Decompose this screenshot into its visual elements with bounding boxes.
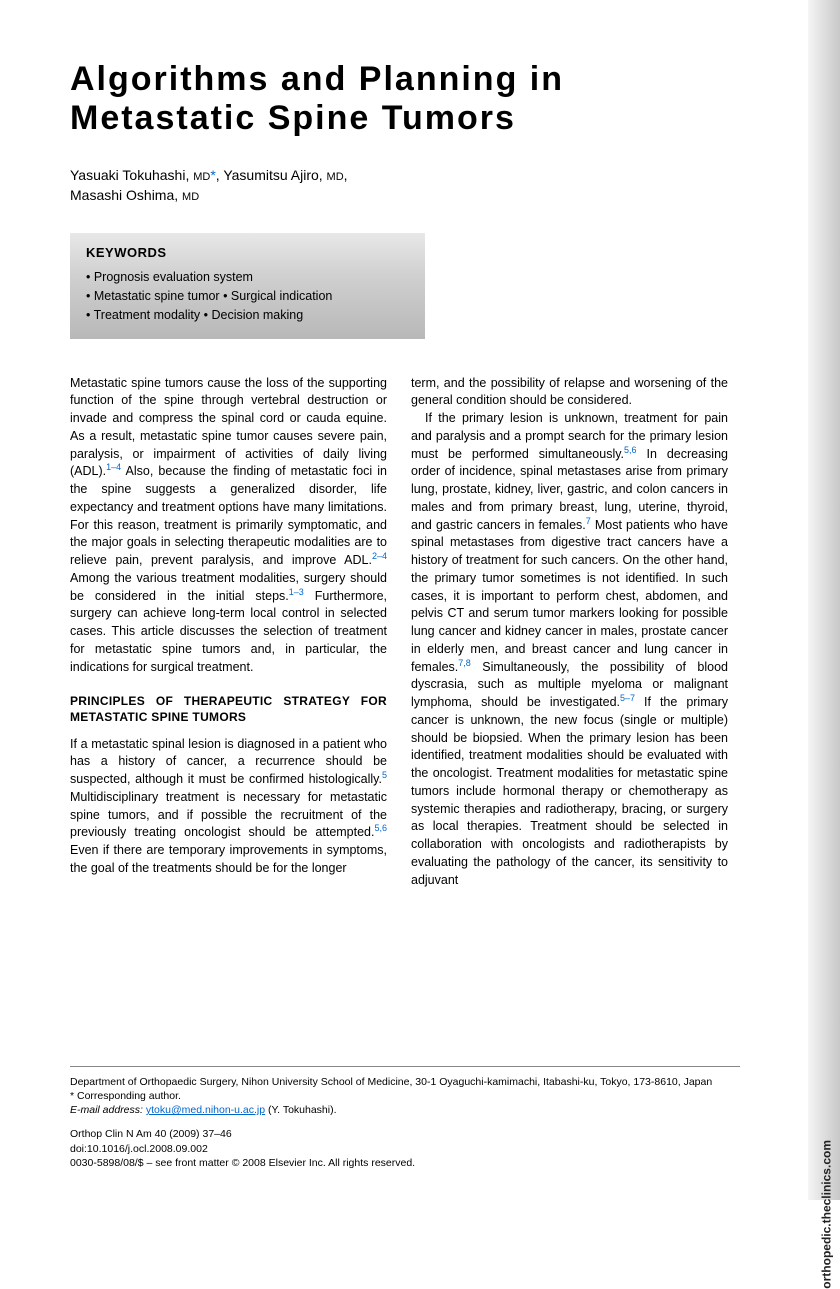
text-run: If a metastatic spinal lesion is diagnos… (70, 737, 387, 787)
author-3: Masashi Oshima, (70, 187, 178, 203)
text-run: Multidisciplinary treatment is necessary… (70, 790, 387, 840)
doi: doi:10.1016/j.ocl.2008.09.002 (70, 1142, 740, 1156)
ref-1-4[interactable]: 1–4 (106, 462, 121, 472)
citation-block: Orthop Clin N Am 40 (2009) 37–46 doi:10.… (70, 1127, 740, 1170)
ref-5-6[interactable]: 5,6 (374, 823, 387, 833)
corresponding-note: * Corresponding author. (70, 1089, 740, 1103)
author-1-degree: MD (193, 171, 210, 183)
email-link[interactable]: ytoku@med.nihon-u.ac.jp (146, 1104, 265, 1116)
page-content: Algorithms and Planning in Metastatic Sp… (0, 0, 808, 919)
ref-5-6b[interactable]: 5,6 (624, 444, 637, 454)
side-tab: orthopedic.theclinics.com (808, 0, 840, 1200)
affiliation: Department of Orthopaedic Surgery, Nihon… (70, 1075, 740, 1089)
text-run: Even if there are temporary improvements… (70, 843, 387, 875)
authors-block: Yasuaki Tokuhashi, MD*, Yasumitsu Ajiro,… (70, 166, 728, 205)
intro-paragraph: Metastatic spine tumors cause the loss o… (70, 375, 387, 677)
keywords-box: KEYWORDS • Prognosis evaluation system •… (70, 233, 425, 338)
principles-paragraph: If a metastatic spinal lesion is diagnos… (70, 736, 387, 878)
column-right: term, and the possibility of relapse and… (411, 375, 728, 890)
citation: Orthop Clin N Am 40 (2009) 37–46 (70, 1127, 740, 1141)
ref-5-7[interactable]: 5–7 (620, 693, 635, 703)
text-run: Also, because the finding of metastatic … (70, 464, 387, 567)
ref-1-3[interactable]: 1–3 (289, 586, 304, 596)
keywords-heading: KEYWORDS (86, 245, 409, 260)
section-heading-principles: PRINCIPLES OF THERAPEUTIC STRATEGY FOR M… (70, 694, 387, 725)
text-run: Most patients who have spinal metastases… (411, 518, 728, 674)
col2-paragraph-2: If the primary lesion is unknown, treatm… (411, 410, 728, 889)
ref-5[interactable]: 5 (382, 770, 387, 780)
article-title: Algorithms and Planning in Metastatic Sp… (70, 60, 728, 138)
col2-continuation: term, and the possibility of relapse and… (411, 375, 728, 411)
column-left: Metastatic spine tumors cause the loss o… (70, 375, 387, 890)
author-2: , Yasumitsu Ajiro, (216, 167, 323, 183)
email-label: E-mail address: (70, 1104, 143, 1116)
copyright: 0030-5898/08/$ – see front matter © 2008… (70, 1156, 740, 1170)
author-1: Yasuaki Tokuhashi, (70, 167, 189, 183)
text-run: If the primary cancer is unknown, the ne… (411, 695, 728, 887)
body-columns: Metastatic spine tumors cause the loss o… (70, 375, 728, 890)
author-2-degree: MD (327, 171, 344, 183)
ref-7-8[interactable]: 7,8 (458, 657, 471, 667)
keywords-list: • Prognosis evaluation system • Metastat… (86, 268, 409, 324)
email-line: E-mail address: ytoku@med.nihon-u.ac.jp … (70, 1103, 740, 1117)
side-tab-url[interactable]: orthopedic.theclinics.com (820, 1140, 834, 1289)
ref-2-4[interactable]: 2–4 (372, 551, 387, 561)
author-3-degree: MD (182, 191, 199, 203)
email-suffix: (Y. Tokuhashi). (265, 1104, 336, 1116)
footer-block: Department of Orthopaedic Surgery, Nihon… (70, 1066, 740, 1170)
